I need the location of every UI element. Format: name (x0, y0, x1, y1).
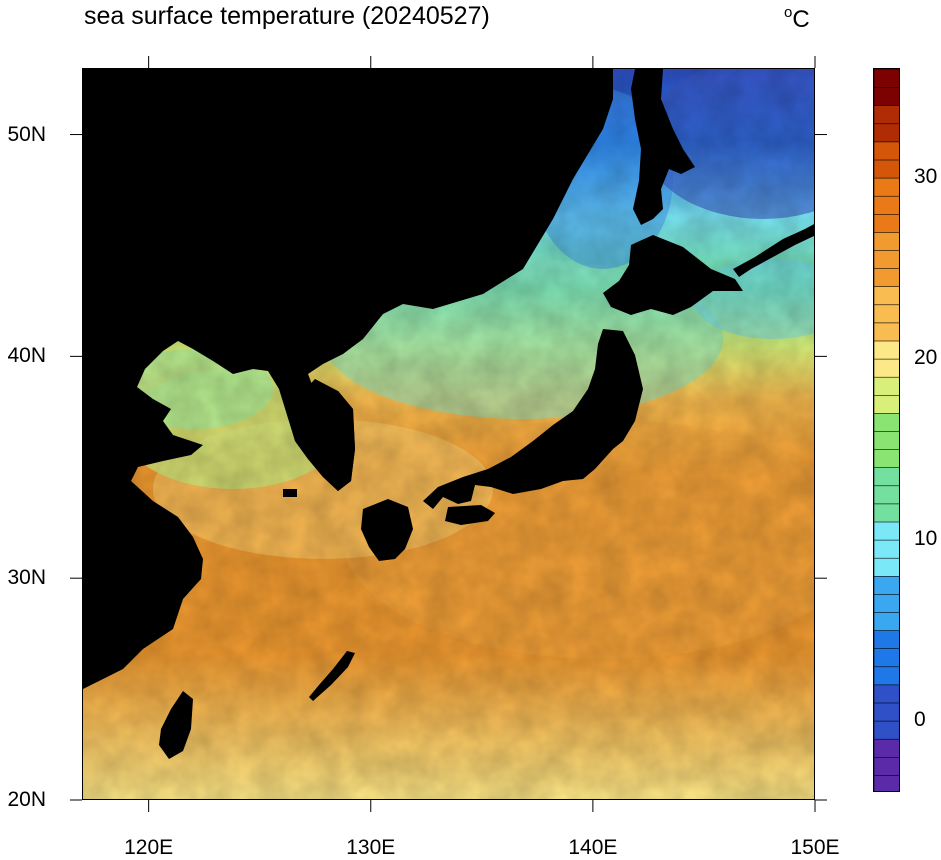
ryukyu-islands (309, 651, 355, 701)
map-plot-area (82, 68, 815, 800)
y-tick-label: 20N (7, 788, 46, 811)
colorbar-segment (874, 195, 899, 215)
colorbar-segment (874, 104, 899, 125)
degree-symbol: o (784, 4, 793, 21)
colorbar-segment (874, 665, 899, 686)
colorbar-segment (874, 611, 899, 631)
asia-mainland (83, 69, 613, 689)
colorbar-segment (874, 141, 899, 161)
x-tick-label: 140E (568, 836, 618, 859)
colorbar-segment (874, 756, 899, 776)
land-mask (83, 69, 814, 759)
sst-map (83, 69, 814, 799)
colorbar-segment (874, 69, 899, 88)
map-title: sea surface temperature (20240527) (84, 2, 490, 30)
colorbar-tick-label: 0 (914, 707, 926, 731)
colorbar-segment (874, 213, 899, 233)
kuril-islands (733, 224, 814, 277)
colorbar-segment (874, 376, 899, 396)
colorbar-segment (874, 394, 899, 414)
colorbar-segment (874, 484, 899, 505)
taiwan (159, 691, 193, 759)
units-letter: C (792, 6, 810, 33)
colorbar-segment (874, 539, 899, 559)
korea-peninsula (288, 379, 355, 491)
colorbar-segment (874, 340, 899, 360)
honshu (423, 329, 643, 509)
y-tick-label: 30N (7, 566, 46, 590)
colorbar-segment (874, 575, 899, 595)
kyushu (361, 499, 413, 561)
colorbar-segment (874, 629, 899, 649)
colorbar-segment (874, 684, 899, 704)
colorbar-segment (874, 412, 899, 432)
colorbar-segment (874, 177, 899, 197)
colorbar-segment (874, 159, 899, 179)
colorbar-segment (874, 448, 899, 469)
colorbar-svg (874, 69, 899, 791)
colorbar-segment (874, 249, 899, 269)
colorbar-segment (874, 720, 899, 740)
colorbar-segment (874, 557, 899, 577)
colorbar-segment (874, 738, 899, 758)
x-tick-label: 150E (790, 836, 840, 859)
colorbar-segment (874, 430, 899, 450)
colorbar-tick-label: 20 (914, 345, 938, 369)
colorbar (873, 68, 900, 792)
units-label: oC (784, 4, 810, 34)
colorbar-segment (874, 593, 899, 613)
jeju-island (283, 489, 297, 497)
sakhalin (631, 69, 695, 225)
colorbar-segment (874, 322, 899, 342)
colorbar-segment (874, 231, 899, 251)
colorbar-segment (874, 521, 899, 541)
colorbar-segment (874, 122, 899, 143)
colorbar-segment (874, 503, 899, 523)
colorbar-segment (874, 702, 899, 722)
y-tick-label: 40N (7, 344, 46, 368)
y-tick-label: 50N (7, 122, 46, 146)
colorbar-segment (874, 267, 899, 288)
hokkaido (603, 235, 743, 315)
colorbar-segment (874, 304, 899, 324)
colorbar-segment (874, 358, 899, 378)
colorbar-segment (874, 285, 899, 306)
colorbar-tick-label: 30 (914, 164, 938, 188)
colorbar-segment (874, 774, 899, 791)
colorbar-segment (874, 647, 899, 668)
colorbar-segment (874, 466, 899, 487)
colorbar-tick-label: 10 (914, 526, 938, 550)
x-tick-label: 120E (124, 836, 174, 859)
x-tick-label: 130E (346, 836, 396, 859)
shikoku (445, 505, 495, 525)
colorbar-segment (874, 86, 899, 107)
